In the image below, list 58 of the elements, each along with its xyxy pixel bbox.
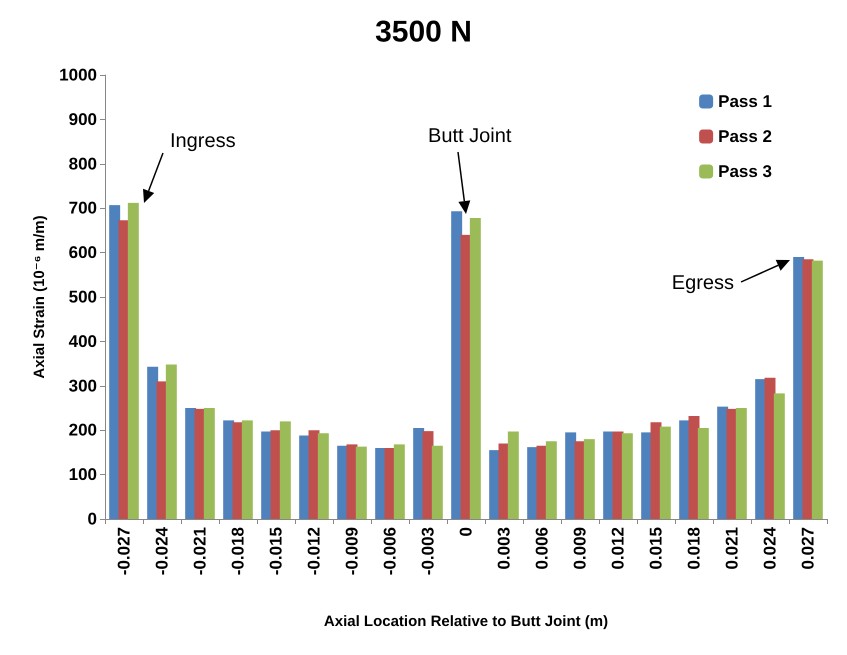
x-tick-label: -0.024 xyxy=(152,526,172,576)
y-tick-label: 0 xyxy=(88,510,97,528)
y-tick-label: 500 xyxy=(68,288,97,306)
bar xyxy=(622,433,633,519)
bar xyxy=(812,260,823,519)
y-tick-label: 600 xyxy=(68,243,97,262)
x-tick-label: -0.009 xyxy=(342,527,362,576)
x-tick-label: 0.015 xyxy=(646,527,666,570)
bar xyxy=(546,441,557,519)
y-tick-label: 100 xyxy=(68,465,97,484)
annotation: Egress xyxy=(672,272,734,294)
y-tick-label: 400 xyxy=(68,332,97,351)
bar xyxy=(508,432,519,519)
x-tick-label: 0.027 xyxy=(798,527,818,570)
y-tick-label: 900 xyxy=(68,110,97,129)
x-tick-label: -0.012 xyxy=(304,527,324,576)
x-tick-label: -0.006 xyxy=(380,527,400,576)
y-tick-label: 200 xyxy=(68,420,97,440)
annotation: Ingress xyxy=(170,130,236,152)
bar xyxy=(660,426,671,519)
bar xyxy=(356,446,367,519)
chart-title: 3500 N xyxy=(375,16,472,48)
bar xyxy=(128,202,139,519)
y-tick-label: 1000 xyxy=(59,66,97,84)
bar xyxy=(470,218,481,519)
legend-label: Pass 2 xyxy=(718,127,772,146)
y-axis-title: Axial Strain (10⁻⁶ m/m) xyxy=(31,215,48,379)
bar xyxy=(774,393,785,519)
x-tick-label: -0.021 xyxy=(190,527,210,576)
x-tick-label: -0.003 xyxy=(418,527,438,576)
x-tick-label: 0.024 xyxy=(760,526,780,570)
bar xyxy=(432,446,443,519)
bar xyxy=(698,428,709,519)
x-tick-label: 0.018 xyxy=(684,527,704,570)
annotation: Butt Joint xyxy=(428,125,512,147)
x-tick-label: 0 xyxy=(456,527,476,536)
bar xyxy=(280,421,291,519)
x-tick-label: -0.015 xyxy=(266,527,286,576)
x-tick-label: -0.027 xyxy=(114,527,134,576)
bar xyxy=(736,408,747,519)
bar xyxy=(242,420,253,519)
bar xyxy=(318,433,329,519)
y-tick-label: 800 xyxy=(68,154,97,174)
y-tick-label: 700 xyxy=(68,198,97,218)
legend-label: Pass 3 xyxy=(718,162,772,181)
bar xyxy=(204,408,215,519)
bar xyxy=(166,364,177,519)
y-tick-label: 300 xyxy=(68,376,97,396)
x-tick-label: 0.003 xyxy=(494,527,514,570)
x-tick-label: 0.009 xyxy=(570,527,590,570)
x-tick-label: 0.006 xyxy=(532,527,552,570)
x-tick-label: 0.012 xyxy=(608,527,628,570)
bar xyxy=(394,444,405,519)
bar xyxy=(584,439,595,519)
x-tick-label: 0.021 xyxy=(722,527,742,570)
x-tick-label: -0.018 xyxy=(228,527,248,576)
legend-label: Pass 1 xyxy=(718,92,772,111)
x-axis-title: Axial Location Relative to Butt Joint (m) xyxy=(324,613,608,630)
